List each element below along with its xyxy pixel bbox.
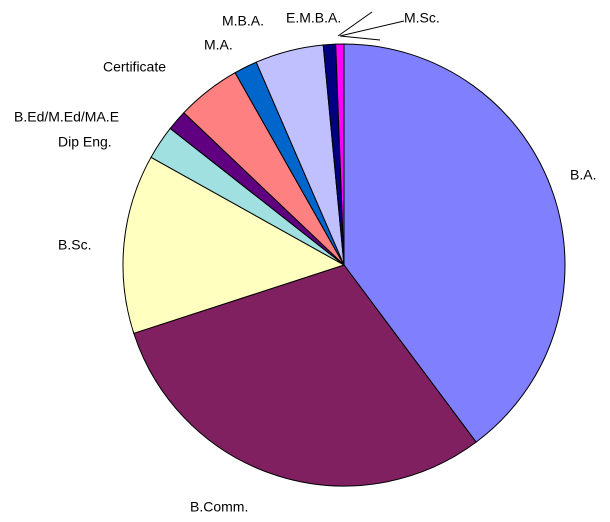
pie-slice — [343, 43, 566, 443]
slice-label: Certificate — [103, 59, 166, 75]
leader-line — [339, 20, 405, 37]
slice-label: E.M.B.A. — [286, 10, 341, 26]
slice-label: Dip Eng. — [58, 134, 112, 150]
pie-slice — [335, 43, 345, 266]
pie-slice — [133, 264, 477, 487]
slice-label: B.A. — [570, 167, 596, 183]
leader-line — [339, 35, 381, 41]
slice-label: B.Comm. — [190, 499, 248, 515]
slice-label: M.Sc. — [404, 10, 440, 26]
slice-label: M.B.A. — [222, 13, 264, 29]
slice-label: B.Sc. — [58, 237, 91, 253]
slice-label: B.Ed/M.Ed/MA.E — [14, 109, 119, 125]
leader-line — [337, 11, 373, 37]
slice-label: M.A. — [204, 37, 233, 53]
pie-slice — [122, 156, 346, 334]
